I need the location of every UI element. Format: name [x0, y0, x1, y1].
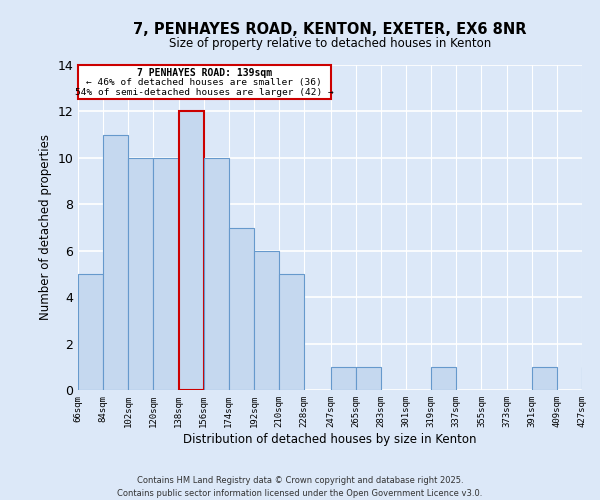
- Text: Contains HM Land Registry data © Crown copyright and database right 2025.
Contai: Contains HM Land Registry data © Crown c…: [118, 476, 482, 498]
- Text: 54% of semi-detached houses are larger (42) →: 54% of semi-detached houses are larger (…: [75, 88, 334, 96]
- Bar: [331, 367, 356, 390]
- Bar: [254, 250, 279, 390]
- Bar: [128, 158, 154, 390]
- X-axis label: Distribution of detached houses by size in Kenton: Distribution of detached houses by size …: [183, 432, 477, 446]
- Bar: [103, 134, 128, 390]
- Bar: [279, 274, 304, 390]
- Text: ← 46% of detached houses are smaller (36): ← 46% of detached houses are smaller (36…: [86, 78, 322, 87]
- Text: 7 PENHAYES ROAD: 139sqm: 7 PENHAYES ROAD: 139sqm: [137, 68, 272, 78]
- Bar: [431, 367, 457, 390]
- Bar: [154, 158, 179, 390]
- Bar: [203, 158, 229, 390]
- Bar: [229, 228, 254, 390]
- Bar: [582, 367, 600, 390]
- Bar: [532, 367, 557, 390]
- Bar: [356, 367, 381, 390]
- Bar: [179, 112, 203, 390]
- Text: Size of property relative to detached houses in Kenton: Size of property relative to detached ho…: [169, 38, 491, 51]
- Text: 7, PENHAYES ROAD, KENTON, EXETER, EX6 8NR: 7, PENHAYES ROAD, KENTON, EXETER, EX6 8N…: [133, 22, 527, 38]
- Bar: [78, 274, 103, 390]
- Y-axis label: Number of detached properties: Number of detached properties: [39, 134, 52, 320]
- Bar: [78, 65, 331, 98]
